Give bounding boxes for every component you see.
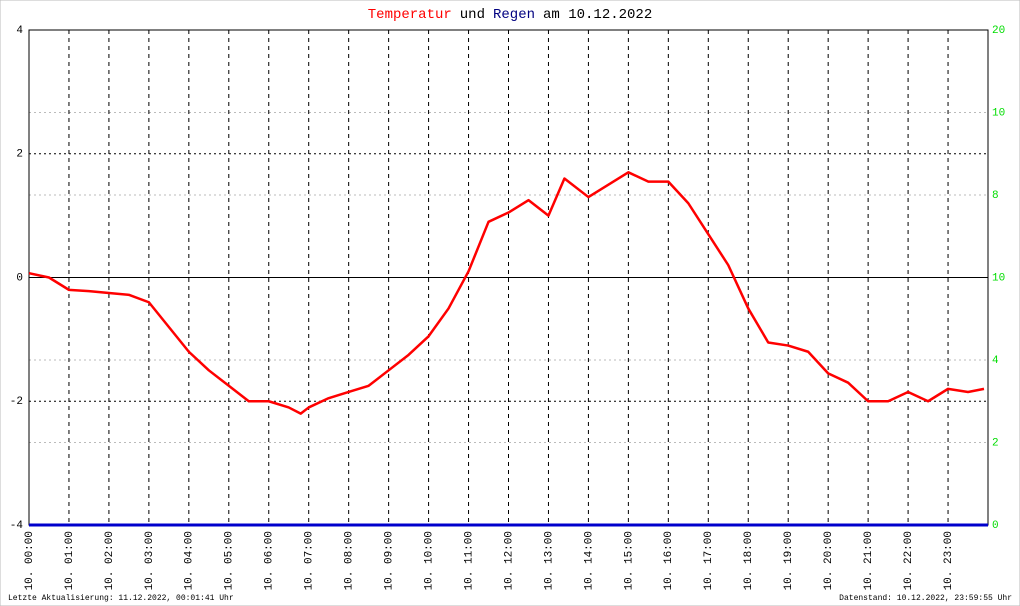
y-tick-label: -4 bbox=[10, 520, 24, 532]
x-tick-label: 10. 11:00 bbox=[463, 531, 475, 590]
y-tick-label: 2 bbox=[16, 149, 23, 161]
title-part: und bbox=[460, 7, 485, 23]
x-tick-label: 10. 10:00 bbox=[423, 531, 435, 590]
series-line bbox=[28, 171, 985, 415]
x-tick-label: 10. 04:00 bbox=[184, 531, 196, 590]
y2-tick-label: 10 bbox=[992, 272, 1005, 284]
y-tick-label: -2 bbox=[10, 396, 23, 408]
y2-tick-label: 10 bbox=[992, 107, 1005, 119]
x-tick-label: 10. 23:00 bbox=[943, 531, 955, 590]
x-tick-label: 10. 08:00 bbox=[344, 531, 356, 590]
footer-right: Datenstand: 10.12.2022, 23:59:55 Uhr bbox=[839, 594, 1012, 603]
x-tick-label: 10. 13:00 bbox=[543, 531, 555, 590]
x-tick-label: 10. 14:00 bbox=[583, 531, 595, 590]
y-tick-label: 4 bbox=[16, 25, 23, 37]
x-tick-label: 10. 17:00 bbox=[703, 531, 715, 590]
title-part: Temperatur bbox=[368, 7, 452, 23]
x-tick-label: 10. 15:00 bbox=[623, 531, 635, 590]
chart-title: Temperatur und Regen am 10.12.2022 bbox=[368, 7, 652, 23]
x-tick-label: 10. 00:00 bbox=[24, 531, 36, 590]
x-tick-label: 10. 19:00 bbox=[783, 531, 795, 590]
x-tick-label: 10. 22:00 bbox=[903, 531, 915, 590]
y2-tick-label: 0 bbox=[992, 520, 999, 532]
x-tick-label: 10. 01:00 bbox=[64, 531, 76, 590]
x-tick-label: 10. 12:00 bbox=[503, 531, 515, 590]
y2-tick-label: 4 bbox=[992, 355, 999, 367]
x-tick-label: 10. 05:00 bbox=[224, 531, 236, 590]
y2-tick-label: 2 bbox=[992, 437, 999, 449]
x-tick-label: 10. 07:00 bbox=[304, 531, 316, 590]
x-tick-label: 10. 18:00 bbox=[743, 531, 755, 590]
x-tick-label: 10. 20:00 bbox=[823, 531, 835, 590]
y2-tick-label: 20 bbox=[992, 25, 1005, 37]
title-part: am 10.12.2022 bbox=[543, 7, 652, 23]
x-tick-label: 10. 16:00 bbox=[663, 531, 675, 590]
title-part: Regen bbox=[493, 7, 535, 23]
x-tick-label: 10. 21:00 bbox=[863, 531, 875, 590]
x-tick-label: 10. 09:00 bbox=[384, 531, 396, 590]
x-tick-label: 10. 03:00 bbox=[144, 531, 156, 590]
y2-tick-label: 8 bbox=[992, 190, 999, 202]
x-tick-label: 10. 02:00 bbox=[104, 531, 116, 590]
footer-left: Letzte Aktualisierung: 11.12.2022, 00:01… bbox=[8, 594, 234, 603]
x-tick-label: 10. 06:00 bbox=[264, 531, 276, 590]
y-tick-label: 0 bbox=[16, 272, 23, 284]
